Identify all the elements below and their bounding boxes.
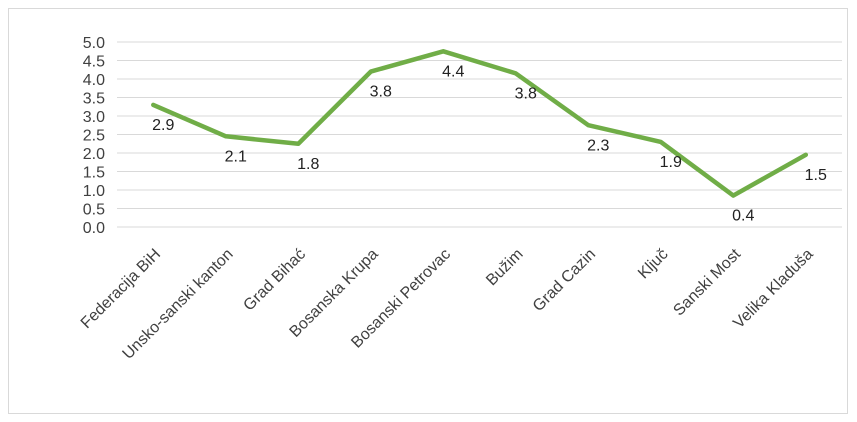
data-label: 2.1 bbox=[225, 148, 247, 165]
data-label: 2.9 bbox=[152, 117, 174, 134]
data-label: 3.8 bbox=[515, 85, 537, 102]
data-label: 1.9 bbox=[660, 154, 682, 171]
x-tick-label: Grad Bihać bbox=[240, 246, 309, 315]
data-labels: 2.9 2.1 1.8 3.8 4.4 3.8 2.3 1.9 0.4 1.5 bbox=[152, 63, 827, 224]
x-tick-label: Ključ bbox=[635, 246, 672, 283]
y-tick-label: 0.0 bbox=[83, 220, 105, 237]
y-tick-label: 4.0 bbox=[83, 72, 105, 89]
y-tick-label: 3.5 bbox=[83, 91, 105, 108]
y-tick-label: 2.0 bbox=[83, 146, 105, 163]
data-label: 3.8 bbox=[370, 84, 392, 101]
series-line bbox=[151, 49, 809, 198]
data-label: 1.5 bbox=[805, 167, 827, 184]
x-tick-label: Bužim bbox=[483, 246, 526, 289]
series-line-path bbox=[151, 49, 809, 198]
data-label: 1.8 bbox=[297, 156, 319, 173]
data-label: 4.4 bbox=[442, 63, 464, 80]
y-tick-label: 3.0 bbox=[83, 109, 105, 126]
y-axis-ticks: 0.00.5 1.01.5 2.02.5 3.03.5 4.04.5 5.0 bbox=[83, 35, 105, 237]
data-label: 0.4 bbox=[732, 208, 754, 225]
x-tick-label: Velika Kladuša bbox=[730, 246, 816, 332]
x-tick-label: Sanski Most bbox=[670, 245, 744, 319]
x-tick-label: Grad Cazin bbox=[530, 246, 599, 315]
data-label: 2.3 bbox=[587, 137, 609, 154]
y-tick-label: 2.5 bbox=[83, 128, 105, 145]
y-tick-label: 4.5 bbox=[83, 54, 105, 71]
chart-frame bbox=[8, 8, 848, 414]
y-tick-label: 1.0 bbox=[83, 183, 105, 200]
y-tick-label: 1.5 bbox=[83, 165, 105, 182]
y-tick-label: 5.0 bbox=[83, 35, 105, 52]
y-tick-label: 0.5 bbox=[83, 202, 105, 219]
